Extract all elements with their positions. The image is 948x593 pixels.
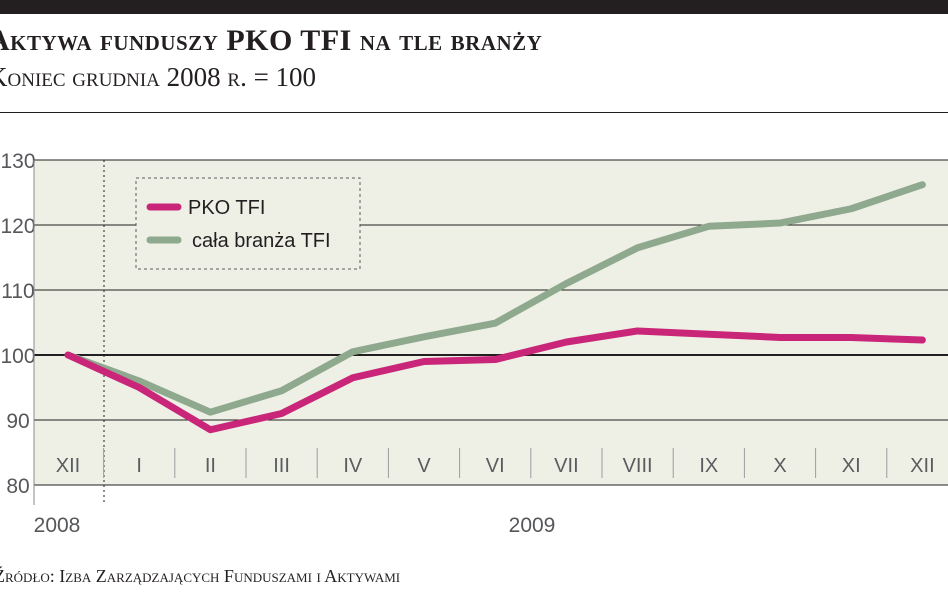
x-tick-label: I	[136, 455, 142, 477]
legend-box	[135, 177, 361, 270]
year-label: 2009	[509, 514, 556, 537]
y-tick-label: 80	[6, 475, 29, 498]
x-tick-label: V	[417, 455, 431, 477]
y-tick-label: 90	[6, 410, 29, 433]
header-rule	[0, 112, 948, 113]
x-tick-label: II	[205, 455, 216, 477]
x-tick-label: VI	[486, 455, 505, 477]
x-tick-label: XII	[56, 455, 80, 477]
x-tick-label: XII	[910, 455, 934, 477]
x-tick-label: III	[273, 455, 290, 477]
x-tick-label: VII	[554, 455, 578, 477]
chart-subtitle: Koniec grudnia 2008 r. = 100	[0, 62, 317, 92]
source-note: Źródło: Izba Zarządzających Funduszami i…	[0, 566, 401, 586]
legend-label: cała branża TFI	[192, 230, 331, 252]
chart-title: Aktywa funduszy PKO TFI na tle branży	[0, 24, 543, 57]
series-line-pko-tfi	[64, 327, 926, 434]
year-label: 2008	[34, 514, 81, 537]
x-tick-label: IX	[699, 455, 718, 477]
x-tick-label: VIII	[623, 455, 653, 477]
x-tick-label: XI	[842, 455, 861, 477]
series-line-cala-branza	[64, 181, 926, 416]
y-tick-label: 130	[0, 150, 35, 173]
legend-label: PKO TFI	[188, 197, 265, 219]
x-tick-label: X	[773, 455, 786, 477]
y-tick-label: 100	[0, 345, 35, 368]
y-tick-label: 120	[0, 215, 35, 238]
top-bar	[0, 0, 948, 14]
x-tick-label: IV	[343, 455, 363, 477]
y-tick-label: 110	[1, 280, 34, 303]
